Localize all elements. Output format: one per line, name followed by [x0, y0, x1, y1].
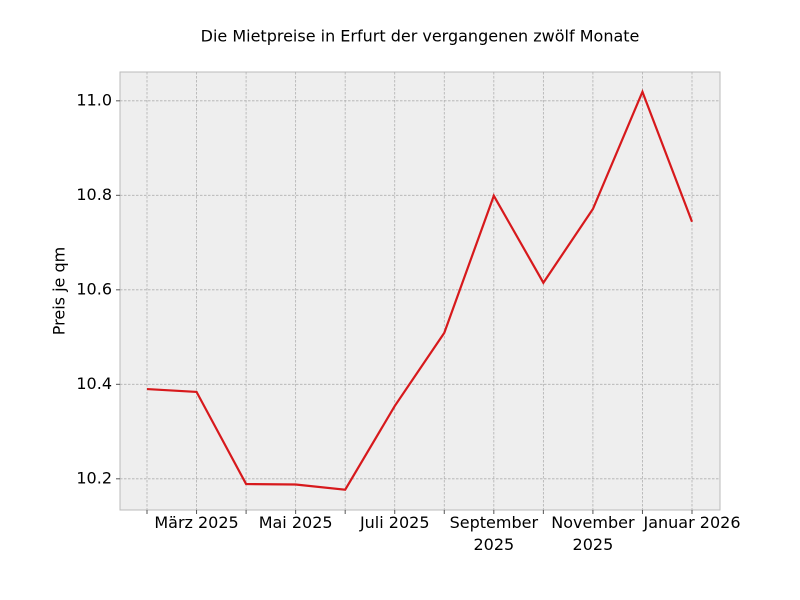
x-tick-label: November 2025 — [551, 513, 635, 554]
x-tick-label: Mai 2025 — [258, 513, 333, 532]
y-tick-label: 10.2 — [76, 468, 112, 487]
y-tick-label: 11.0 — [76, 90, 112, 109]
y-tick-label: 10.4 — [76, 374, 112, 393]
y-tick-label: 10.8 — [76, 185, 112, 204]
x-tick-label: September 2025 — [449, 513, 539, 554]
chart-title: Die Mietpreise in Erfurt der vergangenen… — [201, 27, 640, 46]
x-tick-label: Januar 2026 — [643, 513, 741, 532]
y-tick-label: 10.6 — [76, 279, 112, 298]
plot-area — [119, 71, 721, 511]
line — [146, 88, 694, 491]
x-tick-label: Juli 2025 — [359, 513, 430, 532]
x-tick-label: März 2025 — [154, 513, 239, 532]
y-axis-label: Preis je qm — [50, 247, 69, 335]
